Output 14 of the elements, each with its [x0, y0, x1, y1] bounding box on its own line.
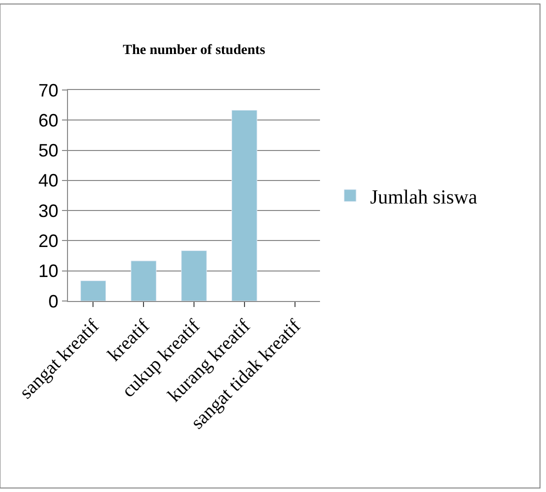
- y-tick-label: 70: [38, 80, 58, 100]
- y-tick-label: 30: [38, 200, 58, 221]
- legend-label: Jumlah siswa: [370, 186, 478, 208]
- bar: [130, 260, 156, 301]
- y-tick-label: 20: [38, 231, 58, 252]
- y-tick-label: 0: [48, 291, 58, 312]
- bar: [181, 250, 207, 301]
- y-tick-label: 40: [38, 170, 58, 191]
- chart-title: The number of students: [122, 43, 266, 58]
- y-tick-label: 60: [38, 110, 58, 130]
- y-tick-label: 50: [38, 140, 58, 161]
- bar: [232, 110, 258, 301]
- bar: [80, 280, 106, 301]
- y-tick-label: 10: [38, 261, 58, 282]
